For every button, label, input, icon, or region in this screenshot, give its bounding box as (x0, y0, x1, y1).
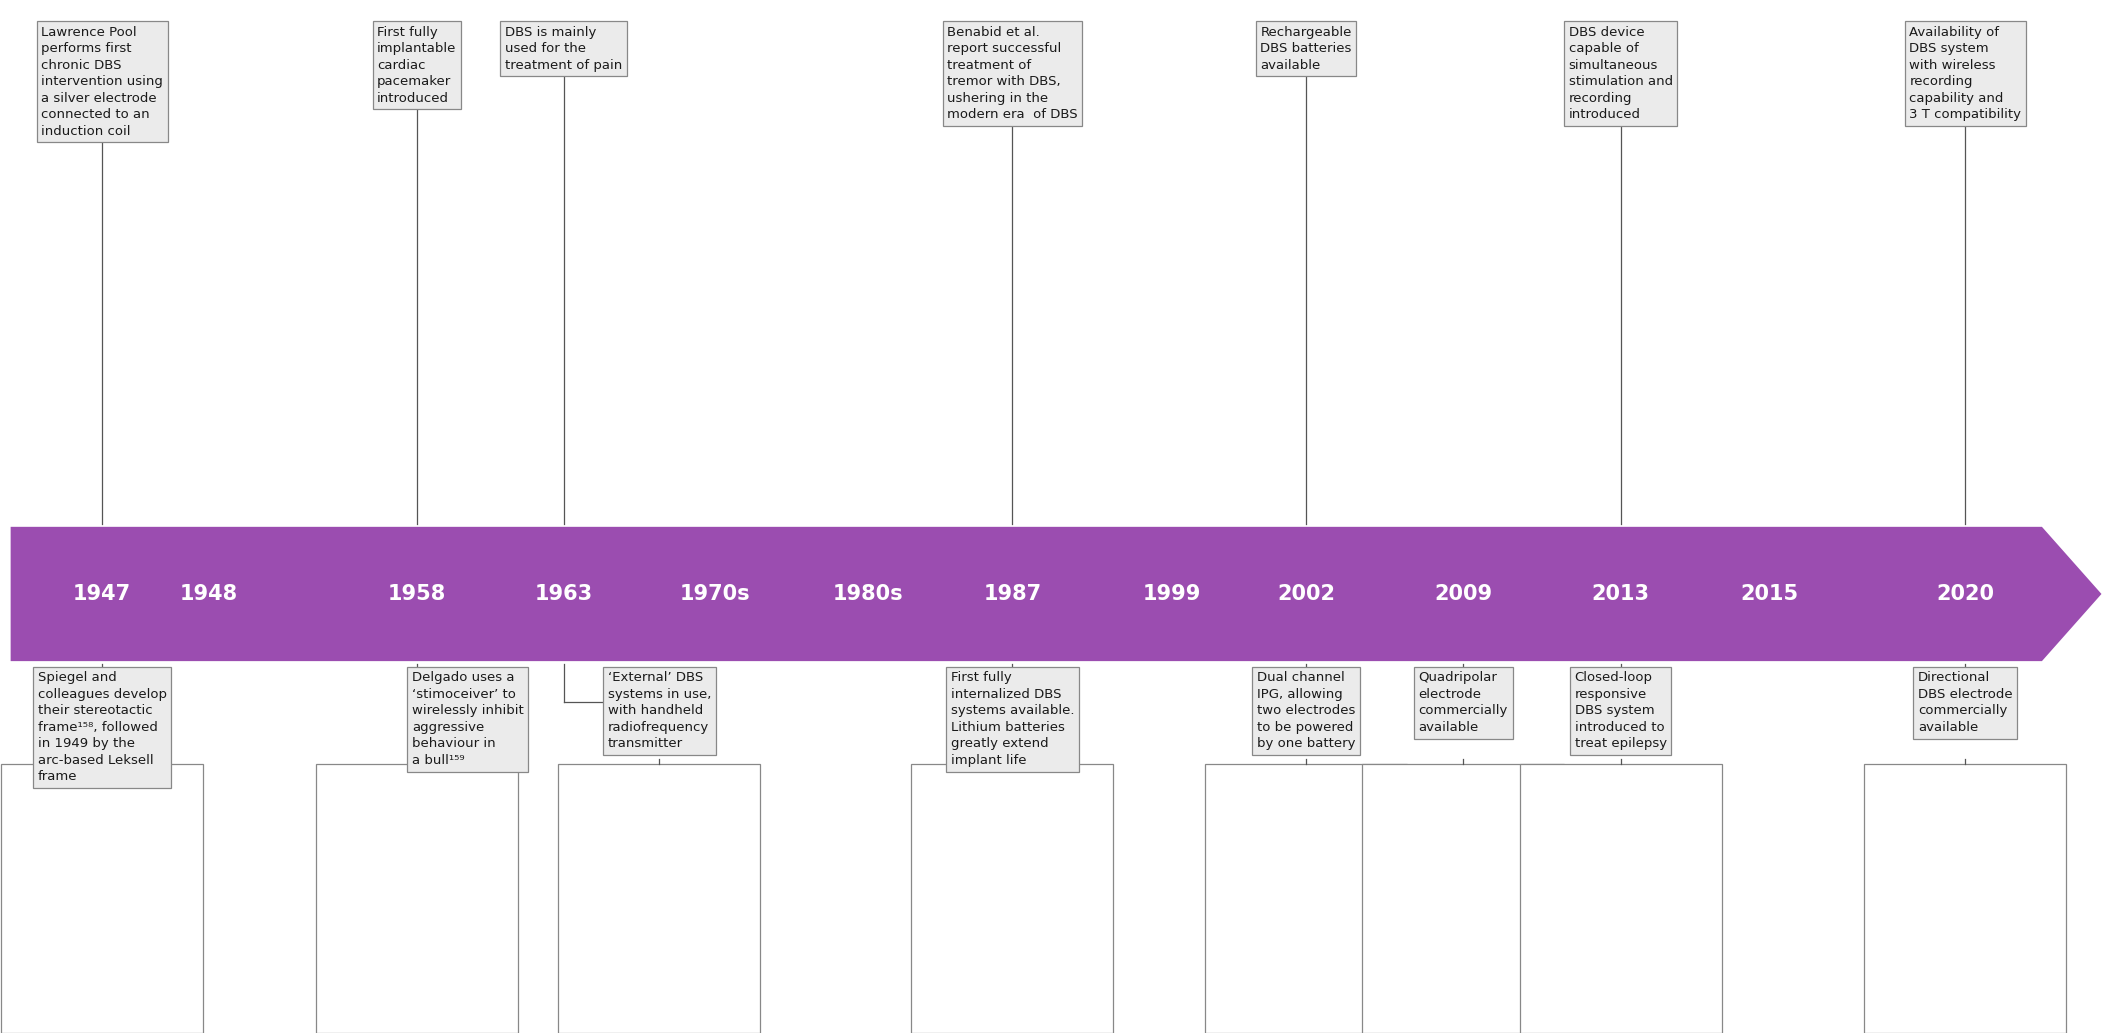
Text: 2015: 2015 (1740, 584, 1799, 604)
Text: 1980s: 1980s (832, 584, 904, 604)
FancyBboxPatch shape (315, 764, 519, 1033)
Text: 1987: 1987 (983, 584, 1042, 604)
FancyBboxPatch shape (1204, 764, 1406, 1033)
FancyBboxPatch shape (1863, 764, 2067, 1033)
FancyBboxPatch shape (2, 764, 204, 1033)
Text: First fully
implantable
cardiac
pacemaker
introduced: First fully implantable cardiac pacemake… (376, 26, 457, 104)
Text: 1970s: 1970s (679, 584, 751, 604)
FancyBboxPatch shape (910, 764, 1115, 1033)
Text: ‘External’ DBS
systems in use,
with handheld
radiofrequency
transmitter: ‘External’ DBS systems in use, with hand… (608, 671, 710, 750)
Text: First fully
internalized DBS
systems available.
Lithium batteries
greatly extend: First fully internalized DBS systems ava… (951, 671, 1074, 766)
Text: 2002: 2002 (1276, 584, 1336, 604)
Text: 2020: 2020 (1936, 584, 1995, 604)
Text: DBS is mainly
used for the
treatment of pain: DBS is mainly used for the treatment of … (504, 26, 623, 72)
Text: Quadripolar
electrode
commercially
available: Quadripolar electrode commercially avail… (1419, 671, 1508, 734)
Text: 2013: 2013 (1591, 584, 1651, 604)
Text: Rechargeable
DBS batteries
available: Rechargeable DBS batteries available (1261, 26, 1351, 72)
FancyBboxPatch shape (1519, 764, 1721, 1033)
FancyBboxPatch shape (557, 764, 761, 1033)
Text: DBS device
capable of
simultaneous
stimulation and
recording
introduced: DBS device capable of simultaneous stimu… (1570, 26, 1672, 121)
Text: 1999: 1999 (1142, 584, 1202, 604)
Text: Delgado uses a
‘stimoceiver’ to
wirelessly inhibit
aggressive
behaviour in
a bul: Delgado uses a ‘stimoceiver’ to wireless… (413, 671, 523, 766)
Polygon shape (11, 527, 2101, 661)
Text: Lawrence Pool
performs first
chronic DBS
intervention using
a silver electrode
c: Lawrence Pool performs first chronic DBS… (40, 26, 164, 137)
Text: 1948: 1948 (179, 584, 238, 604)
Text: 1947: 1947 (72, 584, 132, 604)
Text: Spiegel and
colleagues develop
their stereotactic
frame¹⁵⁸, followed
in 1949 by : Spiegel and colleagues develop their ste… (38, 671, 166, 783)
Text: Closed-loop
responsive
DBS system
introduced to
treat epilepsy: Closed-loop responsive DBS system introd… (1574, 671, 1668, 750)
Text: Directional
DBS electrode
commercially
available: Directional DBS electrode commercially a… (1919, 671, 2012, 734)
Text: 1963: 1963 (534, 584, 593, 604)
Text: 2009: 2009 (1434, 584, 1493, 604)
Text: Benabid et al.
report successful
treatment of
tremor with DBS,
ushering in the
m: Benabid et al. report successful treatme… (947, 26, 1078, 121)
Text: Availability of
DBS system
with wireless
recording
capability and
3 T compatibil: Availability of DBS system with wireless… (1910, 26, 2021, 121)
Text: 1958: 1958 (387, 584, 447, 604)
Text: Dual channel
IPG, allowing
two electrodes
to be powered
by one battery: Dual channel IPG, allowing two electrode… (1257, 671, 1355, 750)
FancyBboxPatch shape (1361, 764, 1563, 1033)
